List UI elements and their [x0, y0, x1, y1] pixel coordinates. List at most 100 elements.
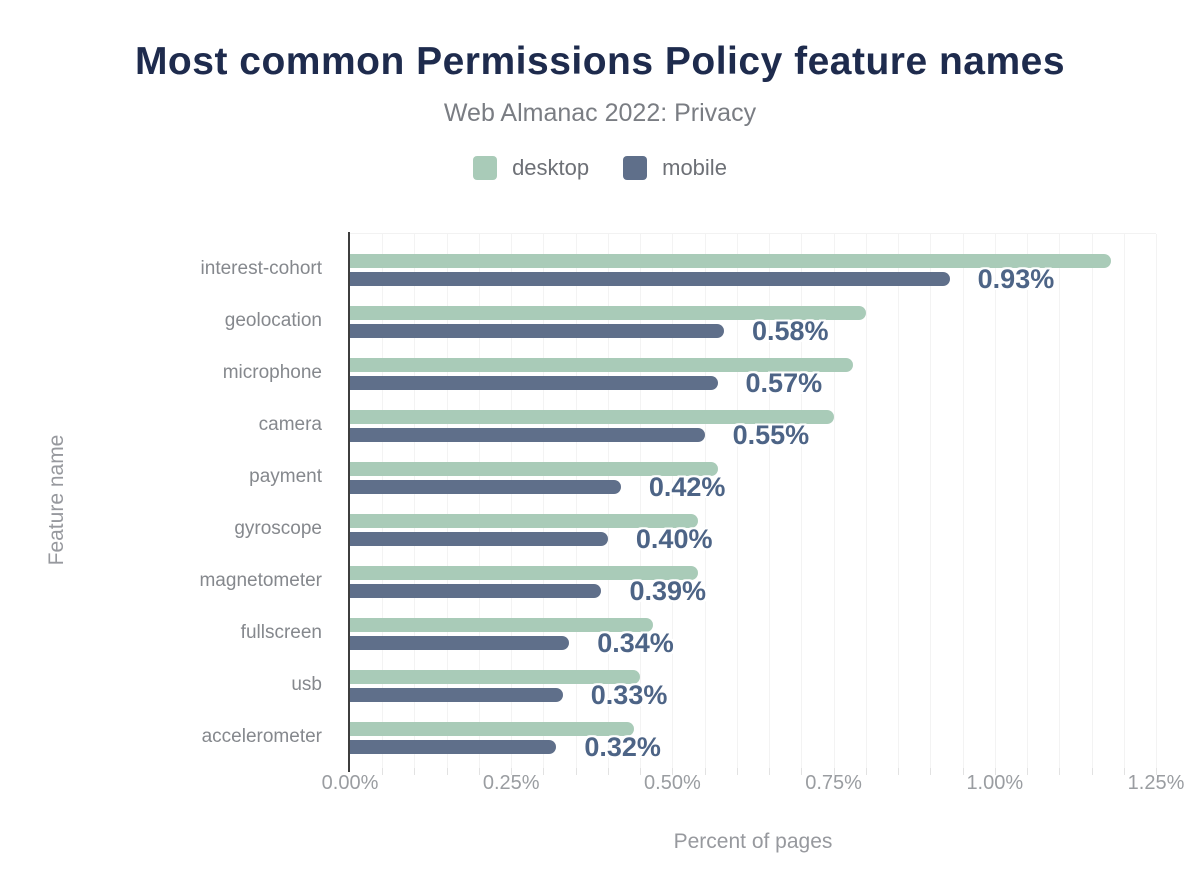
category-label: geolocation [224, 310, 322, 331]
gridline [672, 234, 673, 768]
legend-swatch-mobile-icon [623, 156, 648, 180]
bar-desktop [350, 254, 1111, 268]
bar-desktop [350, 306, 866, 320]
gridline [543, 234, 544, 768]
axis-tick [640, 768, 641, 775]
gridline [769, 234, 770, 768]
gridline [414, 234, 415, 768]
axis-tick [672, 768, 673, 775]
gridline [1156, 234, 1157, 768]
gridline [608, 234, 609, 768]
axis-tick [382, 768, 383, 775]
value-label: 0.40% [635, 524, 713, 554]
bar-mobile [350, 324, 724, 338]
category-label: usb [291, 674, 322, 695]
value-label: 0.93% [977, 264, 1055, 294]
axis-tick [930, 768, 931, 775]
x-tick-label: 0.50% [644, 772, 701, 794]
gridline [963, 234, 964, 768]
bar-desktop [350, 514, 699, 528]
bar-mobile [350, 688, 563, 702]
category-label: camera [258, 414, 322, 435]
gridline [995, 234, 996, 768]
category-label: payment [249, 466, 322, 487]
value-label: 0.32% [584, 732, 661, 762]
bar-desktop [350, 410, 834, 424]
axis-tick [1059, 768, 1060, 775]
axis-tick [543, 768, 544, 775]
gridline [511, 234, 512, 768]
bar-mobile [350, 272, 950, 286]
bar-mobile [350, 376, 718, 390]
legend-label-mobile: mobile [662, 155, 727, 180]
category-label: accelerometer [201, 726, 322, 747]
legend: desktop mobile [0, 155, 1200, 181]
gridline [737, 234, 738, 768]
x-tick-labels: 0.00% 0.25% 0.50% 0.75% 1.00% 1.25% [322, 771, 1185, 795]
value-label: 0.34% [597, 628, 674, 658]
bar-mobile [350, 584, 602, 598]
legend-item-desktop: desktop [473, 155, 589, 181]
gridline [640, 234, 641, 768]
value-label: 0.55% [732, 420, 810, 450]
axis-tick [866, 768, 867, 775]
gridline [1124, 234, 1125, 768]
axis-tick [769, 768, 770, 775]
axis-tick [834, 768, 835, 775]
x-tick-label: 0.25% [482, 772, 540, 794]
category-label: gyroscope [234, 518, 322, 539]
axis-tick [1156, 768, 1157, 775]
axis-tick [801, 768, 802, 775]
page-title: Most common Permissions Policy feature n… [134, 40, 1066, 83]
value-label: 0.42% [648, 472, 726, 502]
bar-desktop [350, 358, 853, 372]
value-label: 0.39% [629, 576, 707, 606]
axis-tick [608, 768, 609, 775]
gridline [898, 234, 899, 768]
axis-tick [898, 768, 899, 775]
bar-mobile [350, 740, 557, 754]
category-label: interest-cohort [200, 258, 322, 279]
bar-desktop [350, 722, 634, 736]
category-label: magnetometer [199, 570, 322, 591]
gridline [705, 234, 706, 768]
legend-item-mobile: mobile [623, 155, 727, 181]
gridline [447, 234, 448, 768]
x-tick-label: 1.00% [966, 772, 1024, 794]
axis-tick [963, 768, 964, 775]
bar-desktop [350, 670, 641, 684]
plot-area: 0.93% 0.58% 0.57% 0.55% 0.42% 0.40% 0.39% 0.34%… [350, 233, 1157, 775]
gridline [1059, 234, 1060, 768]
gridline [576, 234, 577, 768]
bar-desktop [350, 566, 699, 580]
gridline [834, 234, 835, 768]
y-axis-line [348, 232, 350, 772]
bar-desktop [350, 462, 718, 476]
axis-tick [576, 768, 577, 775]
bar-mobile [350, 428, 705, 442]
axis-tick [1124, 768, 1125, 775]
axis-tick [511, 768, 512, 775]
x-tick-label: 1.25% [1127, 772, 1185, 794]
gridline [930, 234, 931, 768]
axis-tick [447, 768, 448, 775]
gridline [866, 234, 867, 768]
gridline [801, 234, 802, 768]
value-label: 0.33% [590, 680, 668, 710]
gridline [1092, 234, 1093, 768]
axis-tick [414, 768, 415, 775]
legend-label-desktop: desktop [512, 155, 590, 180]
gridline [479, 234, 480, 768]
axis-tick [1092, 768, 1093, 775]
x-tick-label: 0.75% [805, 772, 862, 794]
value-label: 0.57% [745, 368, 823, 398]
x-tick-label: 0.00% [321, 772, 379, 794]
bar-mobile [350, 480, 621, 494]
category-labels: interest-cohort geolocation microphone came… [0, 233, 336, 767]
value-label: 0.58% [751, 316, 829, 346]
axis-tick [479, 768, 480, 775]
axis-tick [705, 768, 706, 775]
gridline [1027, 234, 1028, 768]
axis-tick [1027, 768, 1028, 775]
